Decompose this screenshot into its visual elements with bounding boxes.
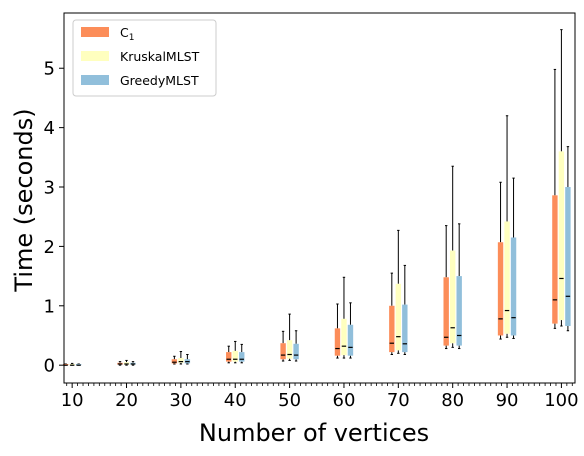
box: [286, 340, 293, 359]
x-axis-title: Number of vertices: [199, 419, 429, 447]
box: [389, 305, 395, 353]
legend-label: KruskalMLST: [120, 49, 200, 64]
legend-label-subscript: 1: [129, 33, 135, 43]
box: [456, 276, 462, 346]
box: [449, 250, 456, 344]
legend-swatch: [81, 51, 109, 61]
box: [341, 318, 347, 356]
y-tick-label: 5: [44, 59, 55, 80]
legend-swatch: [81, 75, 109, 85]
box: [280, 343, 286, 360]
legend-swatch: [81, 27, 109, 37]
box: [504, 221, 510, 334]
x-tick-label: 90: [496, 390, 519, 411]
x-tick-label: 50: [278, 390, 301, 411]
box: [402, 304, 408, 353]
box: [239, 352, 245, 362]
x-tick-label: 40: [224, 390, 247, 411]
box: [178, 358, 184, 363]
legend-label: GreedyMLST: [120, 73, 199, 88]
x-tick-label: 70: [387, 390, 410, 411]
series-3: [75, 146, 571, 366]
plot-area: [62, 29, 571, 366]
x-tick-label: 30: [169, 390, 192, 411]
series-2: [69, 29, 565, 366]
y-tick-label: 2: [44, 237, 55, 258]
x-tick-label: 80: [441, 390, 464, 411]
box: [395, 283, 402, 351]
box: [334, 328, 341, 356]
x-tick-label: 20: [115, 390, 138, 411]
x-tick-label: 10: [61, 390, 84, 411]
series-1: [62, 68, 558, 366]
box: [347, 324, 354, 356]
box: [171, 359, 178, 364]
plot-frame: [63, 12, 576, 384]
y-axis-title: Time (seconds): [10, 108, 38, 292]
box: [232, 350, 238, 362]
x-tick-label: 60: [333, 390, 356, 411]
axes: 0 1 2 3 4 5 10 20 30 40 50 60 70 80 90 100: [44, 12, 579, 411]
box: [565, 187, 571, 326]
y-tick-label: 4: [44, 118, 55, 139]
y-tick-label: 1: [44, 296, 55, 317]
box: [558, 151, 565, 321]
box: [293, 343, 299, 360]
box: [497, 242, 504, 336]
y-tick-label: 0: [44, 356, 55, 377]
box: [226, 352, 232, 362]
box: [510, 237, 517, 336]
x-tick-label: 100: [544, 390, 578, 411]
box: [552, 195, 558, 324]
box: [443, 277, 449, 346]
y-tick-label: 3: [44, 178, 55, 199]
